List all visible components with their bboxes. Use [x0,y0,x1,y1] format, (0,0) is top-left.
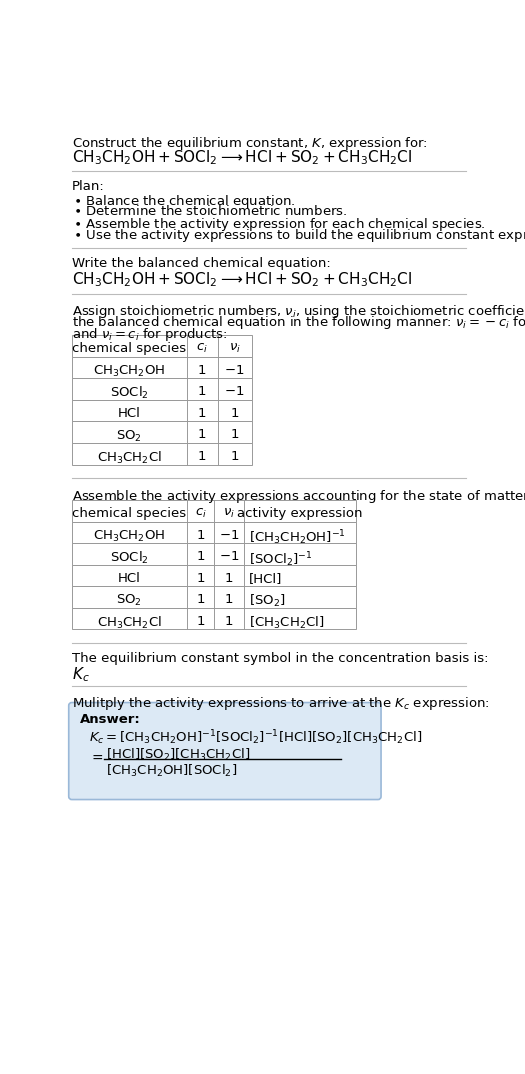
Text: $\nu_i$: $\nu_i$ [228,343,240,355]
Text: 1: 1 [196,614,205,627]
Text: Assemble the activity expressions accounting for the state of matter and $\nu_i$: Assemble the activity expressions accoun… [72,488,525,505]
Text: 1: 1 [196,571,205,584]
Text: Assign stoichiometric numbers, $\nu_i$, using the stoichiometric coefficients, $: Assign stoichiometric numbers, $\nu_i$, … [72,303,525,320]
Text: $[\mathrm{CH_3CH_2OH}]^{-1}$: $[\mathrm{CH_3CH_2OH}]^{-1}$ [248,528,345,548]
Text: $[\mathrm{SO_2}]$: $[\mathrm{SO_2}]$ [248,593,285,609]
Text: chemical species: chemical species [72,343,186,355]
Text: $\nu_i$: $\nu_i$ [223,507,235,520]
FancyBboxPatch shape [69,702,381,799]
Text: 1: 1 [196,550,205,563]
Text: $-1$: $-1$ [219,550,239,563]
Text: 1: 1 [198,386,206,398]
Text: activity expression: activity expression [237,507,363,520]
Text: and $\nu_i = c_i$ for products:: and $\nu_i = c_i$ for products: [72,326,227,343]
Text: 1: 1 [198,450,206,463]
Text: 1: 1 [225,571,234,584]
Text: chemical species: chemical species [72,507,186,520]
Text: 1: 1 [230,429,239,441]
Text: $[\mathrm{CH_3CH_2Cl}]$: $[\mathrm{CH_3CH_2Cl}]$ [248,614,324,630]
Text: 1: 1 [230,407,239,420]
Text: $[\mathrm{HCl}][\mathrm{SO_2}][\mathrm{CH_3CH_2Cl}]$: $[\mathrm{HCl}][\mathrm{SO_2}][\mathrm{C… [106,748,250,764]
Text: $-1$: $-1$ [219,528,239,541]
Text: $\bullet$ Use the activity expressions to build the equilibrium constant express: $\bullet$ Use the activity expressions t… [74,228,525,245]
Text: $\bullet$ Determine the stoichiometric numbers.: $\bullet$ Determine the stoichiometric n… [74,204,348,218]
Text: 1: 1 [196,593,205,606]
Bar [72,565,356,586]
Text: $K_c = [\mathrm{CH_3CH_2OH}]^{-1} [\mathrm{SOCl_2}]^{-1} [\mathrm{HCl}][\mathrm{: $K_c = [\mathrm{CH_3CH_2OH}]^{-1} [\math… [89,729,422,748]
Text: $\mathrm{SO_2}$: $\mathrm{SO_2}$ [116,593,142,608]
Text: $\mathrm{CH_3CH_2Cl}$: $\mathrm{CH_3CH_2Cl}$ [97,450,162,466]
Text: $\mathrm{CH_3CH_2OH}$: $\mathrm{CH_3CH_2OH}$ [93,364,165,379]
Text: $\mathrm{CH_3CH_2Cl}$: $\mathrm{CH_3CH_2Cl}$ [97,614,162,630]
Text: $\mathrm{CH_3CH_2OH}$: $\mathrm{CH_3CH_2OH}$ [93,528,165,543]
Text: 1: 1 [198,364,206,377]
Bar [72,500,356,522]
Bar [72,357,251,378]
Text: $c_i$: $c_i$ [196,343,208,355]
Text: Mulitply the activity expressions to arrive at the $K_c$ expression:: Mulitply the activity expressions to arr… [72,695,490,712]
Text: $\mathrm{CH_3CH_2OH + SOCl_2 \longrightarrow HCl + SO_2 + CH_3CH_2Cl}$: $\mathrm{CH_3CH_2OH + SOCl_2 \longrighta… [72,148,412,166]
Text: 1: 1 [196,528,205,541]
Text: 1: 1 [225,593,234,606]
Text: $\bullet$ Assemble the activity expression for each chemical species.: $\bullet$ Assemble the activity expressi… [74,216,486,233]
Bar [72,586,356,608]
Text: 1: 1 [230,450,239,463]
Text: The equilibrium constant symbol in the concentration basis is:: The equilibrium constant symbol in the c… [72,653,488,666]
Text: 1: 1 [225,614,234,627]
Text: Write the balanced chemical equation:: Write the balanced chemical equation: [72,258,331,271]
Text: 1: 1 [198,429,206,441]
Text: $\mathrm{SOCl_2}$: $\mathrm{SOCl_2}$ [110,386,149,402]
Bar [72,335,251,357]
Bar [72,400,251,421]
Text: $[\mathrm{SOCl_2}]^{-1}$: $[\mathrm{SOCl_2}]^{-1}$ [248,550,312,569]
Text: Answer:: Answer: [80,713,140,726]
Text: $\mathrm{SOCl_2}$: $\mathrm{SOCl_2}$ [110,550,149,566]
Text: Plan:: Plan: [72,180,104,193]
Text: 1: 1 [198,407,206,420]
Bar [72,608,356,629]
Text: $-1$: $-1$ [224,386,245,398]
Text: HCl: HCl [118,407,141,420]
Text: $=$: $=$ [89,750,104,764]
Text: $K_c$: $K_c$ [72,666,90,684]
Bar [72,444,251,465]
Bar [72,378,251,400]
Text: $\mathrm{CH_3CH_2OH + SOCl_2 \longrightarrow HCl + SO_2 + CH_3CH_2Cl}$: $\mathrm{CH_3CH_2OH + SOCl_2 \longrighta… [72,271,412,289]
Text: $\mathrm{SO_2}$: $\mathrm{SO_2}$ [116,429,142,444]
Bar [72,421,251,444]
Text: $-1$: $-1$ [224,364,245,377]
Bar [72,543,356,565]
Bar [72,522,356,543]
Text: $c_i$: $c_i$ [195,507,206,520]
Text: HCl: HCl [118,571,141,584]
Text: Construct the equilibrium constant, $K$, expression for:: Construct the equilibrium constant, $K$,… [72,135,428,153]
Text: $\bullet$ Balance the chemical equation.: $\bullet$ Balance the chemical equation. [74,193,296,209]
Text: the balanced chemical equation in the following manner: $\nu_i = -c_i$ for react: the balanced chemical equation in the fo… [72,315,525,332]
Text: [HCl]: [HCl] [248,571,282,584]
Text: $[\mathrm{CH_3CH_2OH}][\mathrm{SOCl_2}]$: $[\mathrm{CH_3CH_2OH}][\mathrm{SOCl_2}]$ [106,763,237,779]
